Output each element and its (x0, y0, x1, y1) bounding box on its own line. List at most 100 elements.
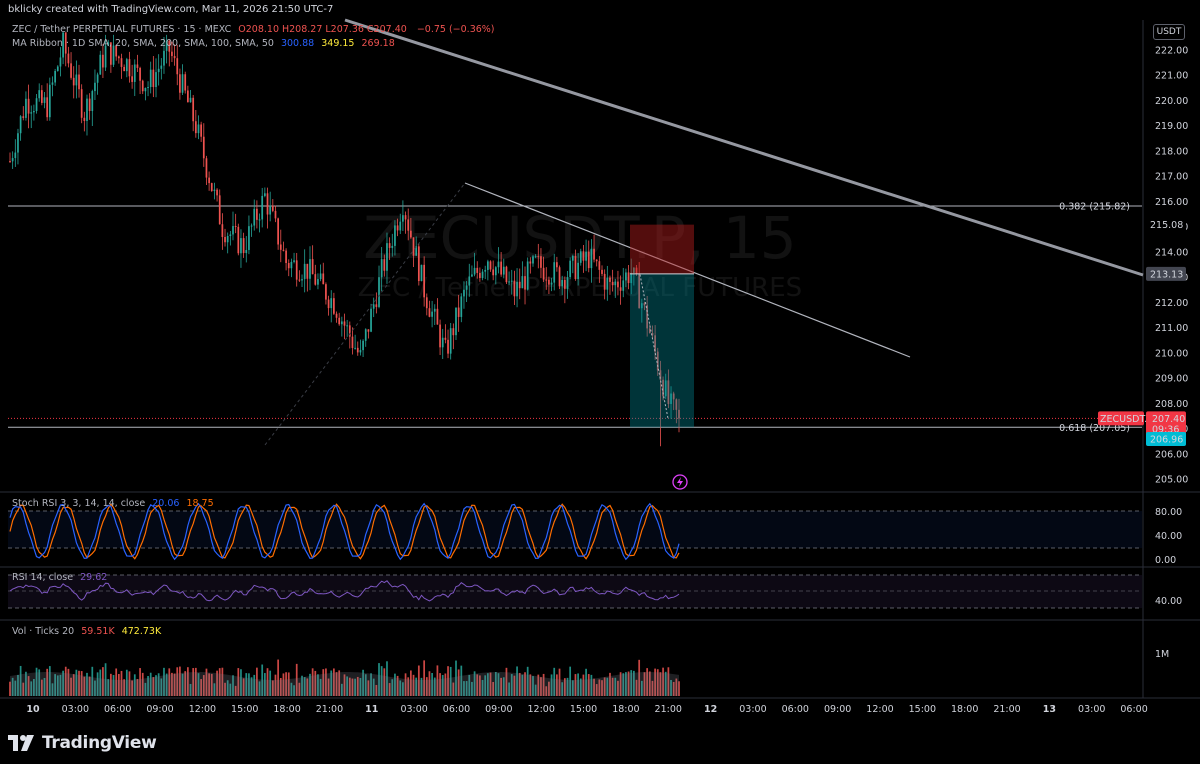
candle-body (306, 263, 309, 279)
volume-bar (309, 673, 311, 696)
price-tick-label: 221.00 (1155, 71, 1188, 82)
candle-body (48, 84, 51, 118)
legend-ma-label: MA Ribbon · 1D SMA, 20, SMA, 200, SMA, 1… (12, 38, 274, 49)
candle-body (263, 193, 266, 196)
candle-body (675, 399, 678, 410)
volume-bar (402, 682, 404, 696)
volume-bar (303, 677, 306, 696)
volume-bar (152, 677, 155, 696)
volume-bar (619, 672, 622, 696)
volume-bar (54, 674, 56, 696)
flash-icon-bolt (677, 477, 683, 487)
volume-bar (19, 665, 22, 696)
volume-bar (550, 674, 553, 696)
volume-bar (237, 668, 240, 696)
time-axis-label: 18:00 (951, 704, 978, 715)
candle-body (287, 263, 290, 269)
candle-body (194, 121, 197, 134)
volume-bar (293, 685, 295, 696)
volume-bar (606, 677, 609, 696)
tag-bid: 206.96 (1150, 435, 1183, 446)
volume-bar (301, 675, 303, 696)
volume-bar (149, 672, 152, 696)
candle-body (155, 72, 157, 88)
legend-ma-1: 300.88 (280, 38, 315, 49)
volume-bar (516, 666, 518, 696)
candle-body (494, 267, 497, 276)
volume-bar (396, 675, 399, 696)
flash-icon[interactable] (672, 474, 688, 490)
volume-bar (317, 674, 319, 696)
currency-selector[interactable]: USDT (1153, 24, 1185, 40)
candle-body (574, 255, 577, 279)
candle-body (319, 273, 322, 280)
candle-body (187, 90, 189, 103)
volume-bar (548, 681, 550, 696)
candle-body (22, 116, 25, 118)
volume-bar (526, 666, 529, 696)
candle-body (96, 74, 99, 83)
legend-ohlc-h: H208.27 (281, 24, 323, 35)
candle-body (94, 82, 96, 92)
legend-stoch-k: 20.06 (152, 498, 180, 509)
candle-body (266, 193, 269, 215)
volume-bar (30, 681, 33, 696)
candle-body (229, 234, 232, 236)
volume-bar (295, 663, 298, 696)
time-axis-label: 12 (704, 704, 717, 715)
candle-body (651, 332, 654, 336)
candle-body (441, 337, 444, 348)
candle-body (518, 281, 521, 289)
candle-body (439, 324, 441, 348)
candle-body (298, 279, 301, 281)
candle-body (542, 267, 545, 280)
tradingview-logo[interactable]: TradingView (8, 730, 157, 756)
position-stop-zone[interactable] (630, 224, 694, 274)
candle-body (303, 263, 306, 280)
volume-bar (327, 678, 330, 696)
volume-bar (463, 681, 465, 696)
candle-body (250, 225, 253, 227)
candle-body (425, 297, 428, 309)
trendline-long[interactable] (344, 18, 1144, 277)
volume-bar (585, 668, 587, 696)
time-axis-label: 03:00 (62, 704, 89, 715)
volume-bar (27, 676, 30, 696)
symbol-tag-bg (1098, 411, 1144, 426)
price-tick-label: 208.00 (1155, 399, 1188, 410)
candle-body (179, 74, 181, 93)
time-axis-label: 09:00 (824, 704, 851, 715)
volume-bar (545, 686, 548, 696)
legend-ma-3: 269.18 (361, 38, 395, 49)
price-tick-label: 211.00 (1155, 323, 1188, 334)
candle-body (670, 393, 672, 404)
time-axis-label: 21:00 (316, 704, 343, 715)
candle-body (25, 98, 27, 118)
volume-bar (189, 683, 192, 696)
trendline-short[interactable] (464, 182, 911, 358)
volume-bar (274, 674, 277, 696)
candle-body (253, 208, 256, 226)
volume-bar (234, 685, 237, 696)
legend-ohlc-o: O208.10 (238, 24, 279, 35)
volume-bar (540, 677, 542, 696)
candle-body (99, 54, 102, 75)
volume-bar (104, 663, 107, 696)
price-tick-label: 206.00 (1155, 449, 1188, 460)
volume-bar (88, 676, 91, 696)
candle-body (402, 215, 404, 222)
candle-body (635, 267, 638, 275)
time-axis-label: 18:00 (612, 704, 639, 715)
volume-bar (457, 669, 460, 696)
candle-body (269, 205, 272, 215)
candle-body (232, 226, 234, 235)
volume-bar (210, 673, 213, 696)
legend-ma-2: 349.15 (321, 38, 355, 49)
volume-bar (407, 677, 410, 696)
volume-bar (216, 670, 218, 696)
candle-body (51, 82, 54, 85)
volume-bar (173, 673, 176, 696)
position-target-zone[interactable] (630, 273, 694, 428)
volume-bar (625, 672, 627, 696)
